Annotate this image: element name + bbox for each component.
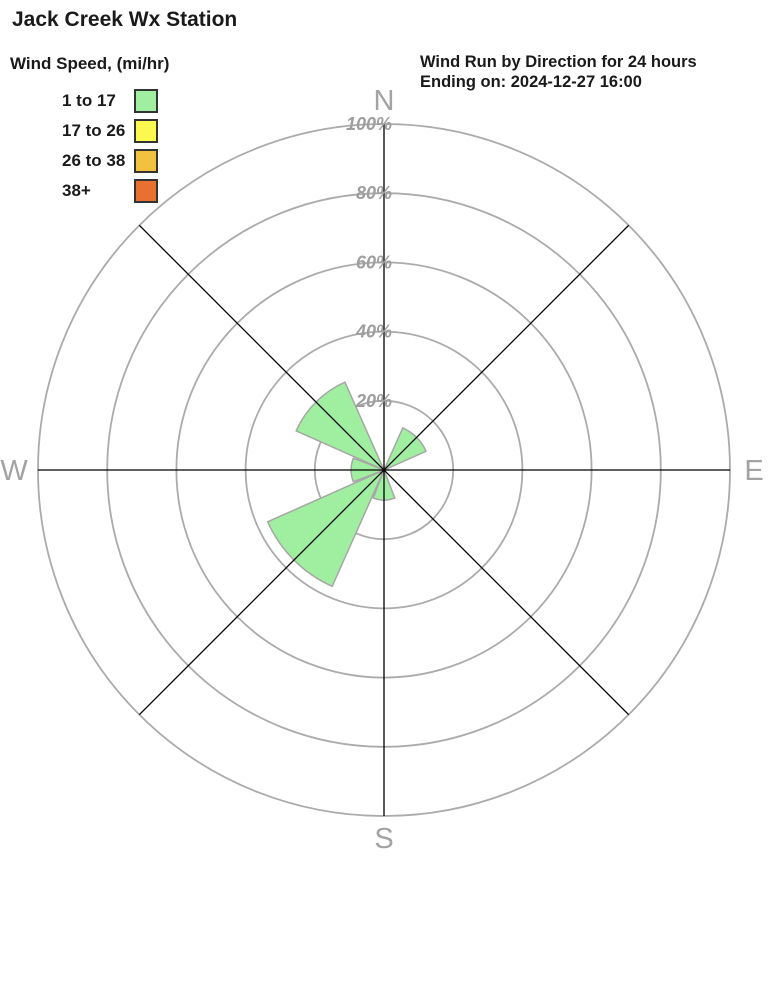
radial-tick-label: 20% (355, 391, 392, 411)
compass-label-s: S (374, 823, 393, 855)
legend-swatch-green (134, 89, 158, 113)
radial-tick-labels: 20% 40% 60% 80% 100% (346, 114, 392, 411)
wind-speed-legend: 1 to 17 17 to 26 26 to 38 38+ (62, 86, 158, 206)
wind-petals (266, 381, 428, 588)
chart-header: Wind Run by Direction for 24 hours Endin… (420, 52, 697, 92)
chart-title: Wind Run by Direction for 24 hours (420, 53, 697, 71)
legend-item-label: 26 to 38 (62, 151, 126, 170)
legend-item: 26 to 38 (62, 146, 158, 176)
axis-spokes (38, 124, 730, 816)
radial-tick-label: 60% (356, 252, 392, 272)
compass-label-w: W (0, 455, 28, 487)
legend-item: 17 to 26 (62, 116, 158, 146)
legend-swatch-amber (134, 149, 158, 173)
compass-label-n: N (374, 85, 395, 117)
legend-item-label: 38+ (62, 181, 91, 200)
chart-ending-time: Ending on: 2024-12-27 16:00 (420, 73, 642, 91)
radial-tick-label: 100% (346, 114, 392, 134)
legend-swatch-yellow (134, 119, 158, 143)
compass-label-e: E (744, 455, 763, 487)
radial-tick-label: 80% (356, 183, 392, 203)
legend-title: Wind Speed, (mi/hr) (10, 54, 170, 73)
legend-item-label: 1 to 17 (62, 91, 116, 110)
legend-item-label: 17 to 26 (62, 121, 126, 140)
legend-item: 1 to 17 (62, 86, 158, 116)
page-title: Jack Creek Wx Station (12, 8, 238, 31)
compass-labels: N S W E (0, 85, 763, 855)
legend-swatch-orange (134, 179, 158, 203)
radial-tick-label: 40% (355, 322, 392, 342)
legend-item: 38+ (62, 176, 158, 206)
